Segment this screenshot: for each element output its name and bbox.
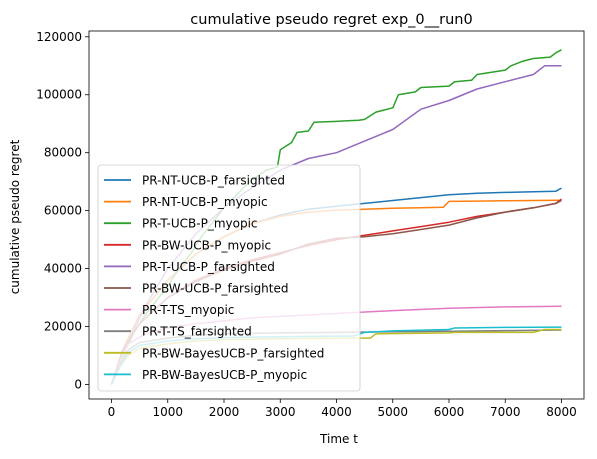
x-axis-label: Time t — [319, 432, 358, 446]
legend-label-8: PR-T-TS_farsighted — [142, 325, 252, 339]
y-tick-label: 0 — [74, 378, 82, 392]
y-tick-label: 40000 — [44, 262, 82, 276]
legend-label-5: PR-T-UCB-P_farsighted — [142, 260, 275, 274]
x-tick-label: 5000 — [377, 405, 408, 419]
axes: 0 1000 2000 3000 4000 5000 6000 7000 80000200004… — [36, 30, 585, 419]
legend-label-7: PR-T-TS_myopic — [142, 303, 234, 317]
legend-label-10: PR-BW-BayesUCB-P_myopic — [142, 368, 307, 382]
legend-label-3: PR-T-UCB-P_myopic — [142, 217, 258, 231]
legend-label-2: PR-NT-UCB-P_myopic — [142, 195, 268, 209]
x-tick-label: 1000 — [152, 405, 183, 419]
legend-label-6: PR-BW-UCB-P_farsighted — [142, 282, 289, 296]
legend-label-1: PR-NT-UCB-P_farsighted — [142, 174, 285, 188]
y-tick-label: 120000 — [36, 30, 82, 44]
legend-label-4: PR-BW-UCB-P_myopic — [142, 238, 271, 252]
y-axis-label: cumulative pseudo regret — [8, 139, 22, 294]
x-tick-label: 4000 — [321, 405, 352, 419]
x-tick-label: 2000 — [209, 405, 240, 419]
y-tick-label: 60000 — [44, 204, 82, 218]
x-tick-label: 0 — [108, 405, 116, 419]
legend-label-9: PR-BW-BayesUCB-P_farsighted — [142, 346, 324, 360]
legend: PR-NT-UCB-P_farsighted PR-NT-UCB-P_myopic… — [97, 164, 361, 392]
y-tick-label: 20000 — [44, 320, 82, 334]
x-tick-label: 7000 — [490, 405, 521, 419]
x-tick-label: 6000 — [434, 405, 465, 419]
x-tick-label: 3000 — [265, 405, 296, 419]
y-tick-label: 100000 — [36, 88, 82, 102]
y-tick-label: 80000 — [44, 146, 82, 160]
chart-title: cumulative pseudo regret exp_0__run0 — [190, 12, 472, 28]
legend-box — [97, 164, 361, 392]
x-tick-label: 8000 — [546, 405, 577, 419]
